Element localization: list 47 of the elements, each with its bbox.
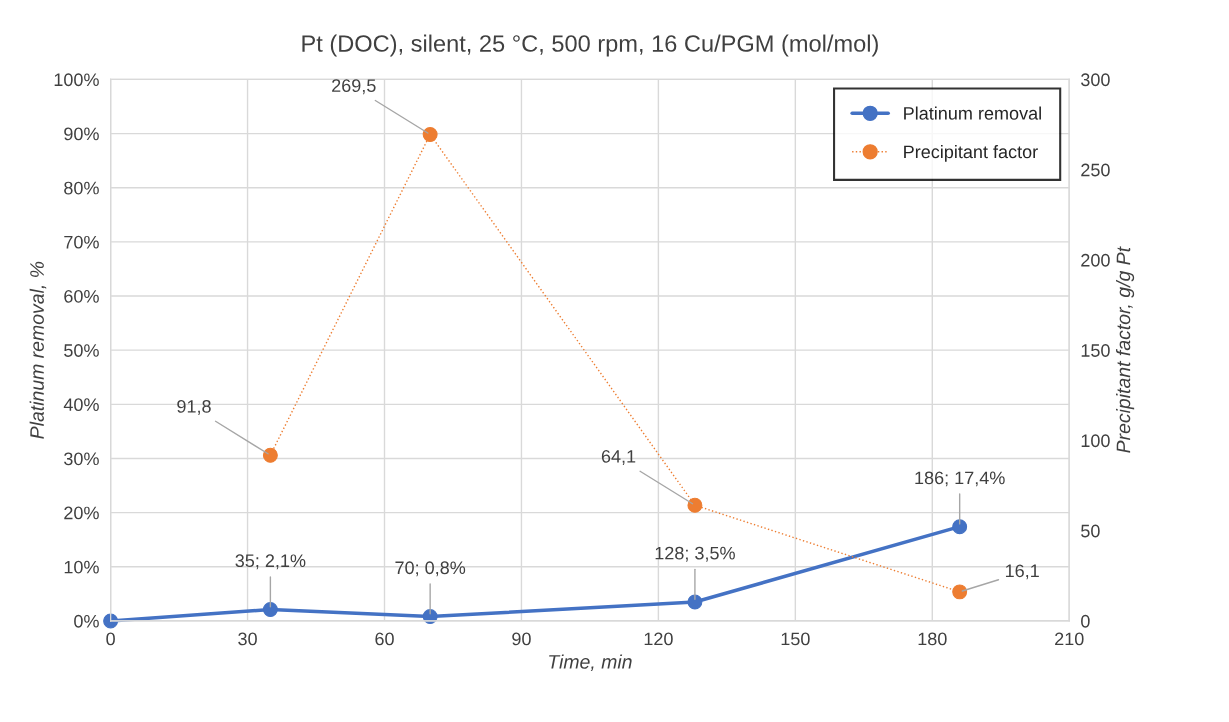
- y2-tick-label: 50: [1081, 524, 1100, 538]
- x-tick-label: 150: [781, 632, 810, 646]
- y-tick-label: 100%: [54, 73, 99, 87]
- point: [952, 519, 968, 535]
- data-label: 64,1: [601, 449, 636, 465]
- x-tick-label: 0: [106, 632, 115, 646]
- y2-tick-label: 200: [1081, 253, 1110, 267]
- point: [262, 447, 278, 463]
- y2-tick-label: 0: [1081, 614, 1090, 628]
- point: [687, 594, 703, 610]
- y-tick-label: 20%: [64, 506, 99, 520]
- point: [422, 127, 438, 142]
- y2-tick-label: 300: [1081, 73, 1110, 87]
- y-tick-label: 80%: [64, 181, 99, 195]
- y-tick-label: 40%: [63, 398, 99, 412]
- x-tick-label: 90: [512, 632, 531, 646]
- y-tick-label: 90%: [64, 127, 99, 141]
- data-label: 91,8: [177, 399, 211, 415]
- point: [952, 584, 968, 600]
- data-label: 16,1: [1005, 564, 1039, 580]
- data-label: 269,5: [332, 79, 376, 95]
- y2-tick-label: 100: [1081, 434, 1110, 448]
- y2-tick-label: 150: [1081, 344, 1110, 357]
- y-tick-label: 70%: [64, 235, 99, 249]
- y2-tick-label: 250: [1081, 163, 1110, 177]
- x-tick-label: 60: [375, 632, 394, 646]
- y-tick-label: 50%: [64, 344, 99, 357]
- x-tick-label: 30: [238, 632, 257, 646]
- y2-axis-title: Precipitant factor, g/g Pt: [1116, 246, 1135, 453]
- data-label: 186; 17,4%: [915, 471, 1005, 487]
- x-tick-label: 210: [1055, 632, 1084, 646]
- y-axis-title: Platinum removal, %: [29, 261, 47, 439]
- y-tick-label: 30%: [64, 452, 99, 466]
- data-label: 35; 2,1%: [235, 554, 306, 570]
- y-tick-label: 10%: [64, 560, 99, 574]
- legend-label: Precipitant factor: [904, 145, 1038, 162]
- point: [262, 602, 278, 618]
- x-axis-title: Time, min: [549, 654, 632, 671]
- x-tick-label: 120: [644, 632, 673, 646]
- legend-label: Platinum removal: [904, 106, 1041, 120]
- chart-title: Pt (DOC), silent, 25 °C, 500 rpm, 16 Cu/PGM (mol/mol): [302, 34, 878, 57]
- x-tick-label: 180: [918, 632, 947, 646]
- data-label: 128; 3,5%: [655, 546, 735, 562]
- y-tick-label: 0%: [74, 614, 99, 628]
- point: [687, 497, 703, 513]
- y-tick-label: 60%: [64, 289, 99, 303]
- data-label: 70; 0,8%: [395, 561, 466, 577]
